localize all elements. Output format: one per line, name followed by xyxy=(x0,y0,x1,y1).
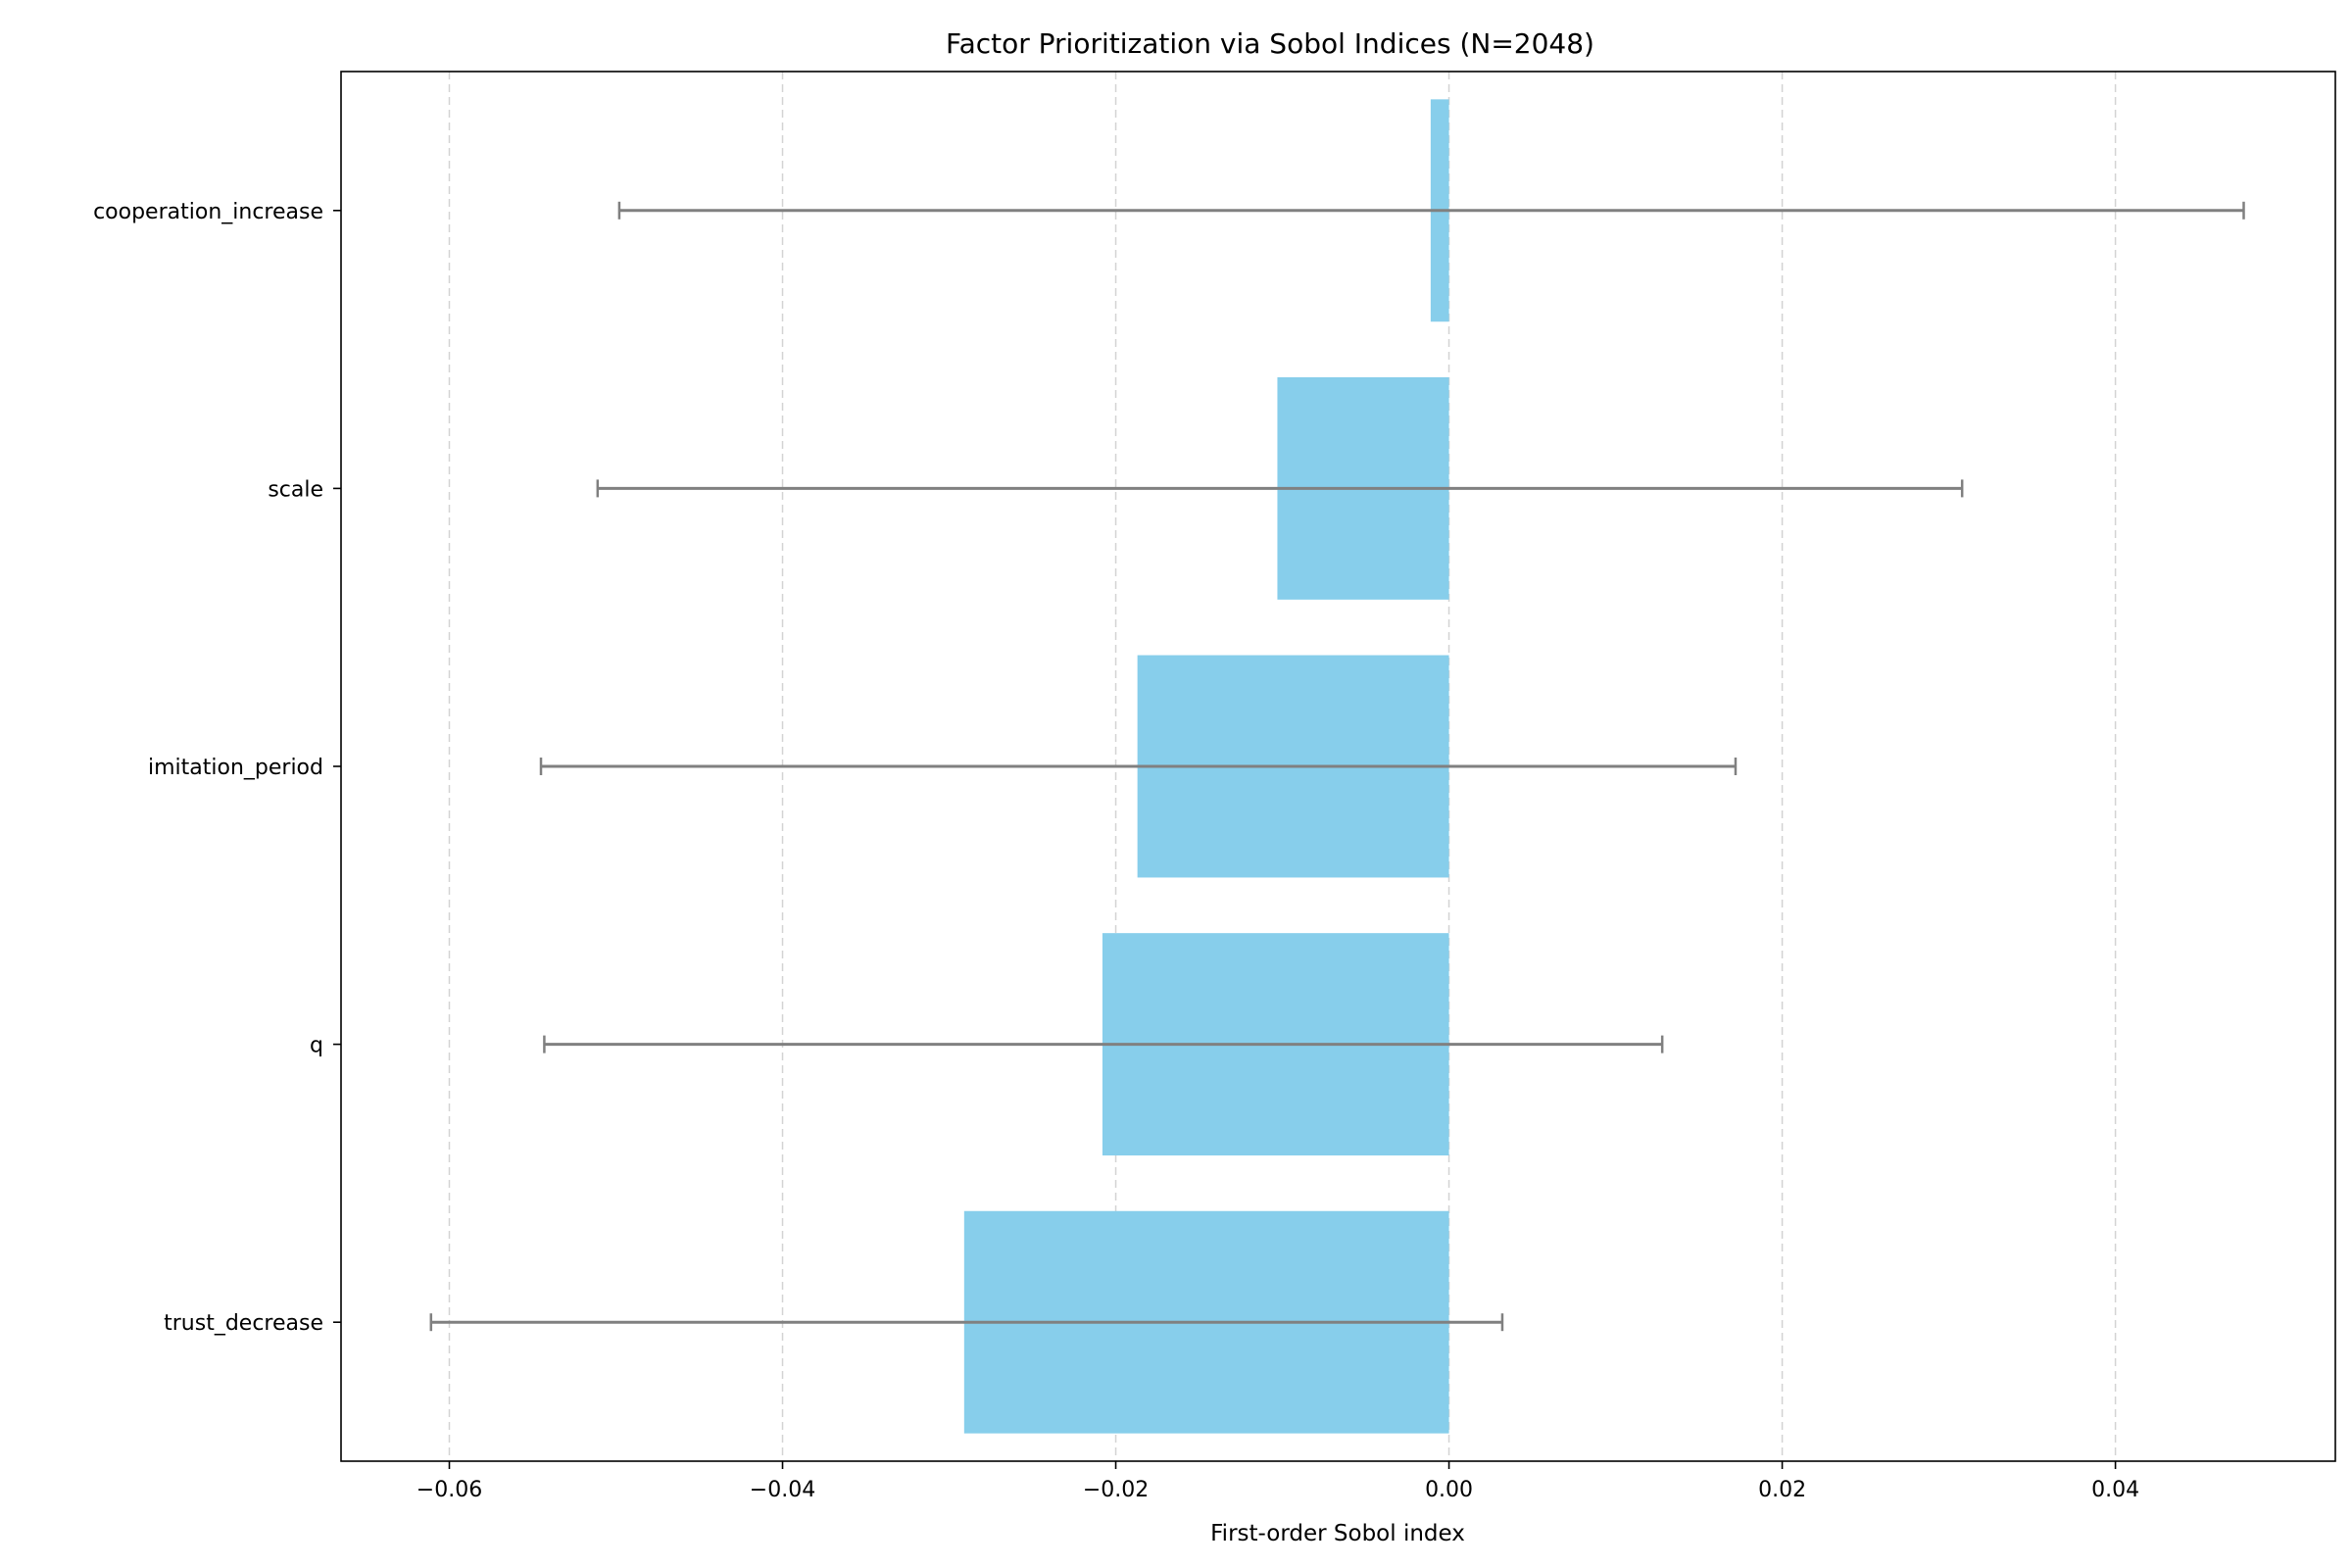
y-tick-label: cooperation_increase xyxy=(93,200,323,224)
x-tick-label: 0.02 xyxy=(1758,1478,1806,1502)
x-tick-label: −0.02 xyxy=(1083,1478,1149,1502)
x-axis-label: First-order Sobol index xyxy=(1210,1521,1465,1546)
error-bars xyxy=(429,201,2245,1332)
chart-title: Factor Prioritization via Sobol Indices … xyxy=(946,27,1594,60)
x-tick-label: 0.00 xyxy=(1425,1478,1473,1502)
y-tick-label: scale xyxy=(268,477,323,502)
y-tick-label: q xyxy=(310,1034,323,1058)
y-tick-label: imitation_period xyxy=(148,756,323,780)
x-axis-ticks: −0.06 −0.04 −0.02 0.00 0.02 0.04 xyxy=(416,1461,2139,1502)
y-tick-label: trust_decrease xyxy=(164,1311,323,1336)
x-tick-label: −0.06 xyxy=(416,1478,482,1502)
x-tick-label: 0.04 xyxy=(2091,1478,2139,1502)
x-tick-label: −0.04 xyxy=(750,1478,815,1502)
